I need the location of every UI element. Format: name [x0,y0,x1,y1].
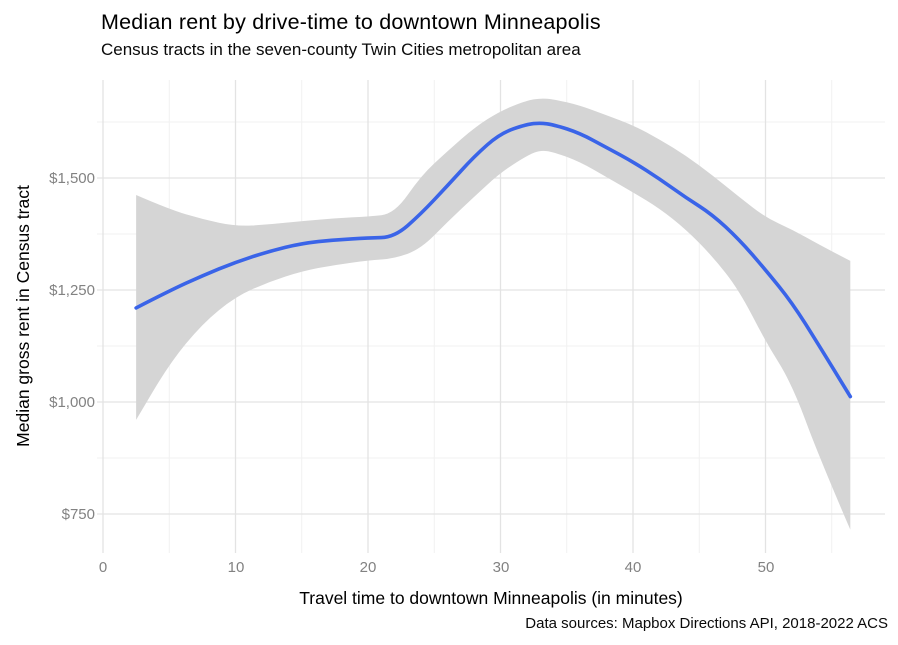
trend-line [134,121,853,399]
x-tick-label-40: 40 [624,559,642,576]
x-tick-label-10: 10 [227,559,245,576]
x-tick-label-20: 20 [359,559,377,576]
y-axis-title: Median gross rent in Census tract [13,185,33,447]
y-tick-label-750: $750 [61,506,95,523]
x-axis-title: Travel time to downtown Minneapolis (in … [299,588,683,608]
chart-title: Median rent by drive-time to downtown Mi… [101,10,601,34]
chart-subtitle: Census tracts in the seven-county Twin C… [101,40,581,59]
y-tick-label-1500: $1,500 [49,170,95,187]
x-tick-label-50: 50 [757,559,775,576]
x-tick-label-30: 30 [492,559,510,576]
y-tick-label-1250: $1,250 [49,282,95,299]
x-tick-label-0: 0 [98,559,108,576]
y-tick-label-1000: $1,000 [49,394,95,411]
data-sources-caption: Data sources: Mapbox Directions API, 201… [525,615,888,632]
confidence-band [136,98,851,530]
